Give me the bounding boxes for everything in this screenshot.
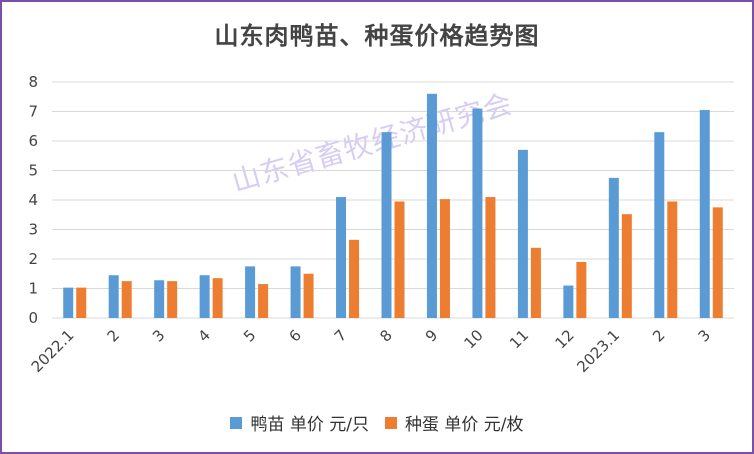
bar-duckling [108, 275, 119, 318]
x-tick-label: 2023.1 [573, 326, 623, 376]
y-tick-label: 2 [28, 250, 38, 268]
bar-egg [258, 284, 269, 318]
bar-duckling [563, 285, 574, 318]
bar-duckling [472, 108, 483, 318]
x-tick-label: 4 [194, 326, 213, 345]
bar-egg [485, 197, 496, 318]
x-tick-label: 6 [285, 326, 304, 345]
x-tick-label: 10 [461, 326, 487, 352]
bar-egg [394, 201, 405, 318]
bar-egg [121, 281, 132, 318]
y-tick-label: 6 [28, 132, 38, 150]
bar-duckling [654, 132, 665, 318]
x-tick-label: 3 [695, 326, 714, 345]
bar-duckling [199, 275, 210, 318]
x-tick-label: 7 [331, 326, 350, 345]
legend: 鸭苗 单价 元/只 种蛋 单价 元/枚 [2, 410, 752, 435]
y-tick-label: 3 [28, 221, 38, 239]
bar-duckling [245, 266, 256, 318]
bar-duckling [381, 132, 392, 318]
y-tick-label: 5 [28, 162, 38, 180]
bar-duckling [336, 197, 347, 318]
y-tick-label: 0 [28, 309, 38, 327]
bar-egg [167, 281, 178, 318]
y-tick-label: 4 [28, 191, 38, 209]
bar-egg [76, 287, 87, 318]
y-tick-label: 1 [28, 280, 38, 298]
x-tick-label: 2022.1 [28, 326, 78, 376]
x-tick-label: 11 [506, 326, 532, 352]
x-tick-label: 8 [376, 326, 395, 345]
legend-label-duckling: 鸭苗 单价 元/只 [250, 415, 369, 435]
bar-egg [439, 199, 450, 318]
legend-item-egg: 种蛋 单价 元/枚 [385, 410, 524, 435]
bar-egg [303, 273, 314, 318]
x-tick-label: 9 [422, 326, 441, 345]
y-tick-label: 7 [28, 103, 38, 121]
chart-title: 山东肉鸭苗、种蛋价格趋势图 [214, 22, 540, 50]
bar-duckling [699, 110, 710, 319]
bar-duckling [63, 287, 74, 318]
bar-duckling [517, 149, 528, 318]
y-tick-label: 8 [28, 73, 38, 91]
legend-item-duckling: 鸭苗 单价 元/只 [230, 410, 369, 435]
bar-egg [576, 261, 587, 318]
bar-egg [349, 239, 360, 318]
x-tick-label: 3 [149, 326, 168, 345]
bar-duckling [154, 280, 165, 318]
bar-duckling [426, 93, 437, 318]
x-tick-label: 12 [551, 326, 577, 352]
bar-duckling [608, 177, 619, 318]
x-tick-label: 2 [104, 326, 123, 345]
bar-egg [530, 247, 541, 318]
bar-egg [212, 278, 223, 318]
legend-swatch-egg [385, 416, 397, 429]
bar-egg [621, 214, 632, 318]
legend-label-egg: 种蛋 单价 元/枚 [405, 415, 524, 435]
x-tick-label: 5 [240, 326, 259, 345]
bar-duckling [290, 266, 301, 318]
bar-egg [667, 201, 678, 318]
bar-egg [712, 207, 723, 318]
legend-swatch-duckling [230, 416, 243, 429]
x-tick-label: 2 [649, 326, 668, 345]
